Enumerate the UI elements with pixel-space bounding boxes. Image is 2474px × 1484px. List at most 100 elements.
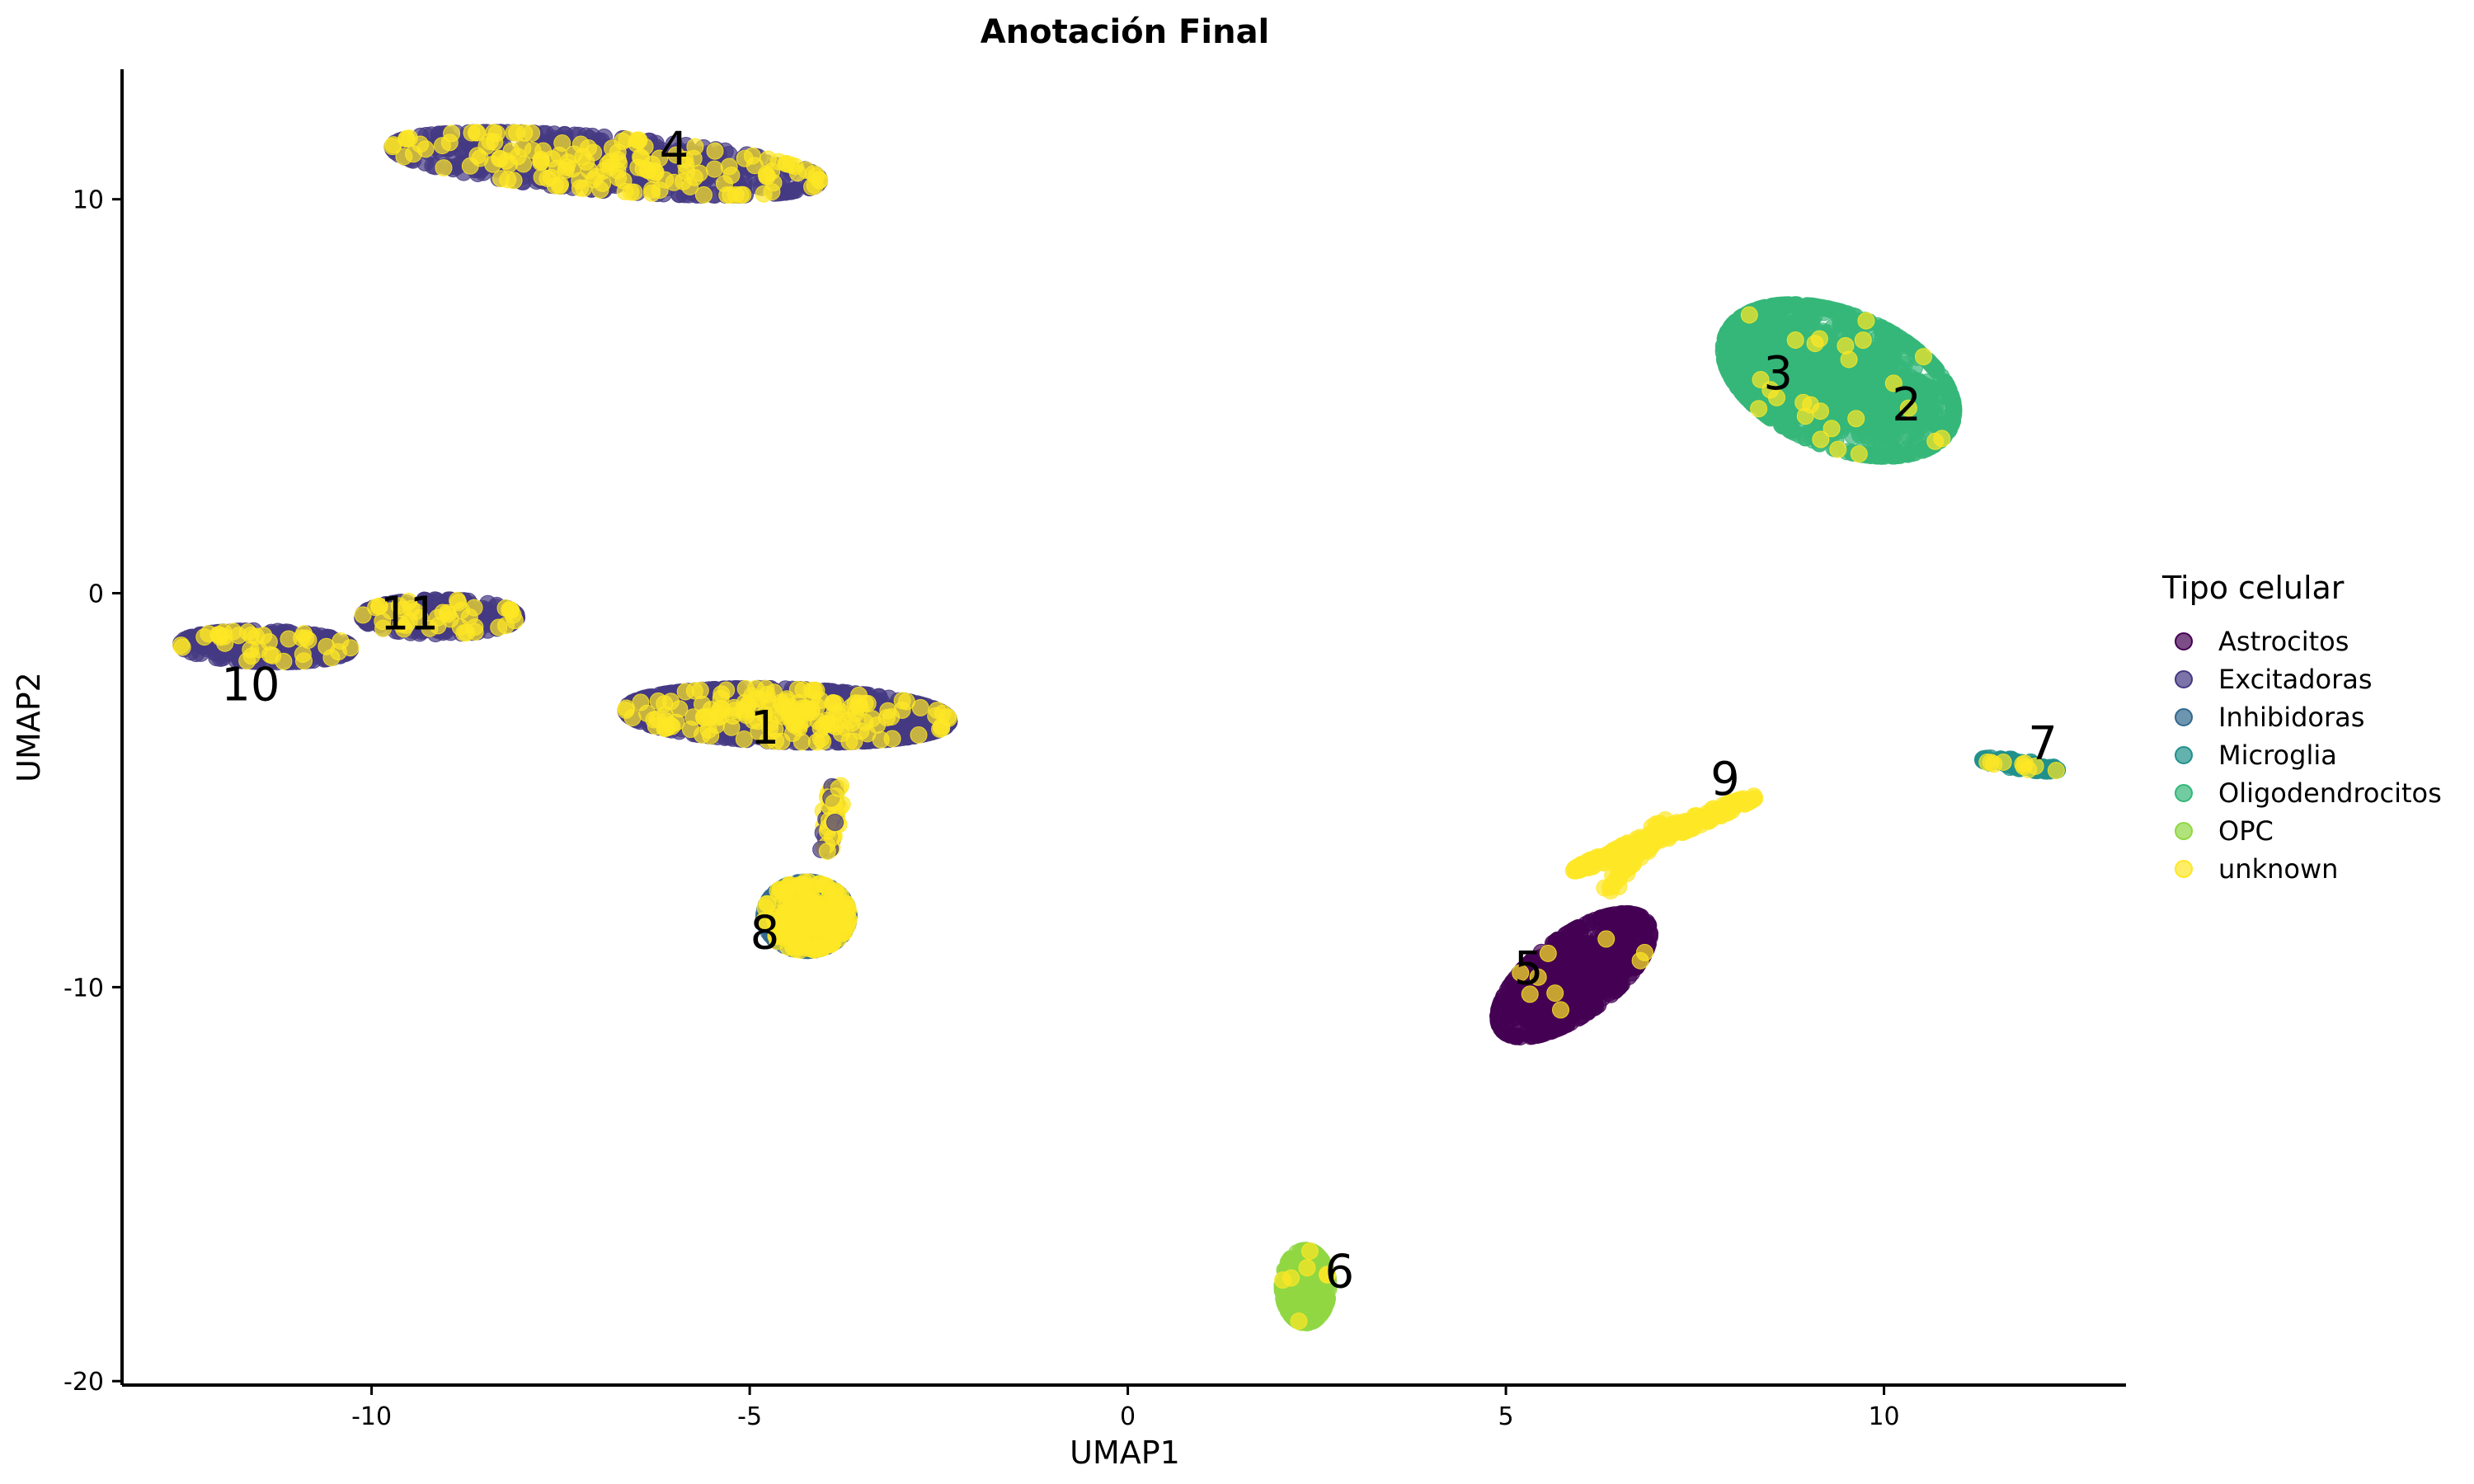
data-point — [643, 184, 661, 202]
data-point — [1498, 1025, 1517, 1043]
data-point — [676, 683, 694, 701]
data-point — [509, 148, 527, 166]
data-point — [542, 168, 560, 186]
data-point — [1489, 1007, 1507, 1026]
data-point — [550, 146, 568, 164]
data-point — [1620, 905, 1639, 923]
data-point — [690, 164, 708, 182]
data-point — [1850, 445, 1868, 463]
data-point — [486, 133, 504, 151]
data-point — [1806, 335, 1824, 353]
data-point — [1868, 388, 1886, 406]
data-point — [632, 693, 650, 711]
data-point — [661, 716, 680, 734]
data-point — [722, 167, 741, 185]
data-point — [1282, 1269, 1300, 1287]
data-point — [734, 186, 752, 204]
data-point — [1536, 1024, 1554, 1042]
data-point — [755, 185, 773, 203]
data-point — [523, 124, 541, 143]
data-point — [1552, 1001, 1569, 1019]
data-point — [1738, 362, 1756, 380]
data-point — [705, 160, 723, 178]
data-point — [440, 134, 459, 152]
data-point — [1784, 365, 1802, 383]
data-point — [1943, 392, 1961, 410]
data-point — [1635, 943, 1653, 961]
data-point — [1778, 296, 1796, 314]
data-point — [850, 694, 868, 712]
data-point — [1938, 377, 1956, 395]
data-point — [557, 161, 575, 179]
data-point — [1680, 813, 1698, 831]
data-point — [395, 148, 413, 166]
data-point — [599, 155, 617, 173]
data-point — [1298, 1259, 1316, 1277]
data-point — [463, 124, 481, 142]
data-point — [828, 704, 846, 722]
data-point — [636, 138, 654, 156]
data-point — [585, 143, 603, 162]
data-point — [910, 726, 928, 744]
data-point — [435, 159, 453, 177]
data-point — [623, 709, 642, 726]
data-point — [616, 182, 634, 200]
data-point — [1829, 440, 1847, 458]
data-point — [1727, 313, 1745, 331]
data-point — [1841, 370, 1860, 388]
chart-title: Anotación Final — [981, 13, 1270, 51]
data-point — [1802, 396, 1820, 414]
data-point — [1888, 420, 1907, 438]
data-point — [1300, 1242, 1319, 1260]
data-point — [758, 167, 776, 186]
data-point — [797, 161, 815, 179]
data-point — [1750, 400, 1768, 418]
data-point — [1740, 306, 1758, 324]
data-point — [786, 716, 804, 735]
data-point — [1507, 1002, 1524, 1020]
data-point — [1847, 410, 1865, 428]
data-point — [1915, 348, 1932, 366]
data-point — [649, 692, 667, 710]
data-point — [1921, 409, 1939, 427]
data-point — [1546, 984, 1564, 1003]
data-point — [1786, 331, 1804, 349]
data-point — [1572, 856, 1590, 874]
data-point — [793, 733, 811, 751]
data-point — [1705, 807, 1724, 825]
data-point — [736, 679, 755, 697]
data-point — [1813, 350, 1832, 368]
data-point — [706, 142, 724, 160]
data-point — [1982, 754, 2000, 772]
data-point — [788, 680, 807, 698]
data-point — [785, 181, 803, 199]
data-point — [1519, 1014, 1537, 1032]
data-point — [743, 147, 761, 165]
data-point — [1310, 1300, 1328, 1318]
data-point — [684, 708, 703, 726]
data-point — [1562, 986, 1580, 1004]
data-point — [647, 717, 665, 735]
data-point — [1888, 357, 1906, 375]
data-point — [1575, 929, 1593, 947]
data-point — [1290, 1313, 1308, 1330]
data-point — [587, 167, 605, 186]
data-point — [505, 171, 523, 190]
data-point — [1857, 312, 1875, 330]
data-point — [1597, 930, 1616, 948]
data-point — [1829, 380, 1847, 398]
data-point — [1854, 331, 1872, 350]
data-point — [1923, 380, 1941, 397]
data-point — [717, 681, 736, 699]
data-point — [778, 155, 796, 173]
data-point — [897, 693, 915, 711]
data-point — [1867, 447, 1885, 465]
data-point — [883, 730, 901, 748]
data-point — [1296, 1286, 1313, 1304]
data-point — [1801, 302, 1819, 319]
data-point — [1736, 338, 1754, 356]
data-point — [1837, 336, 1855, 355]
data-point — [1860, 373, 1879, 391]
data-point — [843, 714, 861, 732]
data-point — [1870, 422, 1888, 439]
